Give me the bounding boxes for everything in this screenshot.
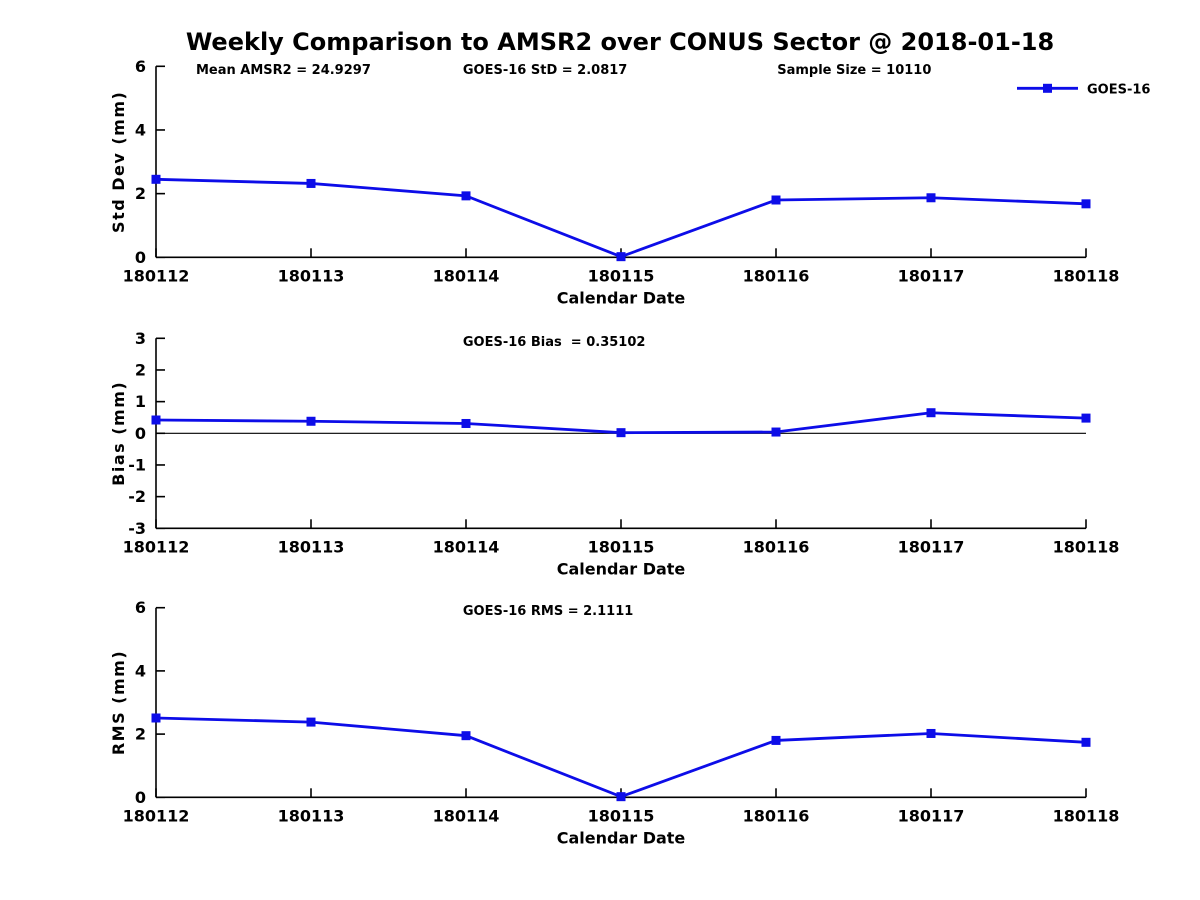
- x-tick-label: 180113: [278, 537, 345, 556]
- y-tick-label: -2: [128, 487, 146, 506]
- data-point-marker: [306, 717, 316, 727]
- y-tick-label: 4: [135, 120, 146, 139]
- y-axis-label: Std Dev (mm): [109, 91, 128, 233]
- x-tick-label: 180112: [123, 266, 190, 285]
- x-tick-label: 180113: [278, 266, 345, 285]
- data-point-marker: [616, 252, 626, 262]
- data-point-marker: [771, 195, 781, 205]
- data-point-marker: [771, 427, 781, 437]
- y-axis-label: Bias (mm): [109, 381, 128, 486]
- y-tick-label: 6: [135, 598, 146, 617]
- data-point-marker: [151, 713, 161, 723]
- y-tick-label: -1: [128, 455, 146, 474]
- data-point-marker: [151, 174, 161, 184]
- series-line: [155, 716, 1087, 799]
- panel-rms: 0 2 4 6 180112 180113 180114 180115 180116 180117…: [109, 598, 1119, 847]
- x-tick-label: 180115: [588, 266, 655, 285]
- x-tick-label: 180114: [433, 537, 500, 556]
- stat-annotation: GOES-16 StD = 2.0817: [463, 63, 627, 78]
- y-tick-label: 0: [135, 248, 146, 267]
- y-tick-label: -3: [128, 519, 146, 538]
- data-point-marker: [926, 728, 936, 738]
- legend-marker: [1043, 83, 1052, 93]
- panel-bias: -3 -2 -1 0 1 2 3 180112 180113 180114 180115 180116…: [109, 329, 1119, 579]
- data-point-marker: [461, 191, 471, 201]
- y-tick-label: 2: [135, 360, 146, 379]
- x-tick-label: 180117: [898, 266, 965, 285]
- data-point-marker: [306, 416, 316, 426]
- stat-annotation: GOES-16 Bias = 0.35102: [463, 335, 646, 350]
- y-tick-label: 0: [135, 424, 146, 443]
- y-tick-label: 4: [135, 661, 146, 680]
- data-point-marker: [151, 415, 161, 425]
- legend-label: GOES-16: [1087, 82, 1150, 97]
- stat-annotation: GOES-16 RMS = 2.1111: [463, 604, 633, 619]
- data-point-marker: [1081, 737, 1091, 747]
- x-axis-label: Calendar Date: [557, 828, 686, 847]
- x-tick-label: 180116: [743, 266, 810, 285]
- x-tick-label: 180118: [1053, 806, 1120, 825]
- x-axis-label: Calendar Date: [557, 559, 686, 578]
- data-point-marker: [1081, 199, 1091, 209]
- data-point-marker: [616, 428, 626, 438]
- y-tick-label: 2: [135, 184, 146, 203]
- data-point-marker: [926, 408, 936, 418]
- stat-annotation: Sample Size = 10110: [777, 63, 931, 78]
- x-tick-label: 180112: [123, 806, 190, 825]
- y-axis-label: RMS (mm): [109, 650, 128, 755]
- data-point-marker: [306, 178, 316, 188]
- y-tick-label: 1: [135, 392, 146, 411]
- data-point-marker: [616, 792, 626, 802]
- x-tick-label: 180115: [588, 806, 655, 825]
- series-line: [155, 177, 1087, 259]
- data-point-marker: [461, 731, 471, 741]
- x-axis-label: Calendar Date: [557, 288, 686, 307]
- x-tick-label: 180116: [743, 537, 810, 556]
- x-tick-label: 180118: [1053, 266, 1120, 285]
- x-tick-label: 180117: [898, 806, 965, 825]
- stat-annotation: Mean AMSR2 = 24.9297: [196, 63, 371, 78]
- panel-std-dev: 0 2 4 6 180112 180113 180114 180115 180116 180117…: [109, 57, 1150, 307]
- x-tick-label: 180115: [588, 537, 655, 556]
- x-tick-label: 180114: [433, 266, 500, 285]
- y-tick-label: 2: [135, 725, 146, 744]
- y-tick-label: 0: [135, 788, 146, 807]
- y-tick-label: 6: [135, 57, 146, 76]
- data-point-marker: [461, 418, 471, 428]
- chart-title: Weekly Comparison to AMSR2 over CONUS Se…: [185, 28, 1055, 56]
- y-tick-label: 3: [135, 329, 146, 348]
- x-tick-label: 180117: [898, 537, 965, 556]
- data-point-marker: [926, 193, 936, 203]
- data-point-marker: [771, 735, 781, 745]
- x-tick-label: 180116: [743, 806, 810, 825]
- x-tick-label: 180113: [278, 806, 345, 825]
- x-tick-label: 180118: [1053, 537, 1120, 556]
- data-point-marker: [1081, 413, 1091, 423]
- x-tick-label: 180114: [433, 806, 500, 825]
- x-tick-label: 180112: [123, 537, 190, 556]
